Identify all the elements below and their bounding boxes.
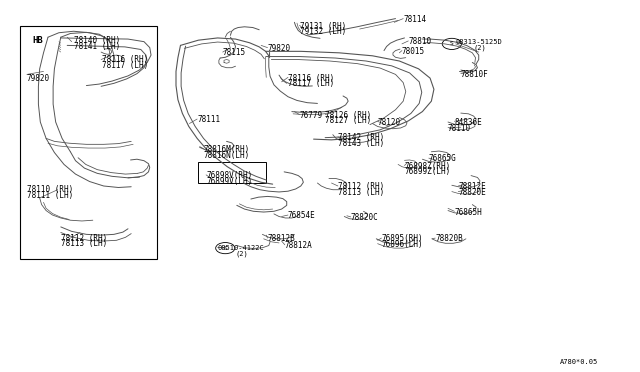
Text: 76896(LH): 76896(LH)	[381, 240, 423, 249]
Text: 78112 (RH): 78112 (RH)	[61, 234, 107, 243]
Text: (2): (2)	[236, 251, 248, 257]
Text: S: S	[223, 246, 227, 251]
Text: 78810F: 78810F	[461, 70, 488, 79]
Text: 78812A: 78812A	[285, 241, 312, 250]
Text: 78117 (LH): 78117 (LH)	[102, 61, 148, 70]
Text: 78812E: 78812E	[458, 182, 486, 191]
Text: 78820B: 78820B	[435, 234, 463, 243]
Text: 78113 (LH): 78113 (LH)	[338, 188, 384, 197]
Text: 79820: 79820	[268, 44, 291, 53]
Text: 78112 (RH): 78112 (RH)	[338, 182, 384, 191]
Text: 78116 (RH): 78116 (RH)	[102, 55, 148, 64]
Text: 79820: 79820	[27, 74, 50, 83]
Text: 78110 (RH): 78110 (RH)	[27, 185, 73, 194]
Text: 78140 (RH): 78140 (RH)	[74, 36, 120, 45]
Text: 78111 (LH): 78111 (LH)	[27, 191, 73, 200]
Text: 76898V(RH): 76898V(RH)	[206, 171, 252, 180]
Text: 76898Z(RH): 76898Z(RH)	[404, 162, 451, 171]
Text: 78015: 78015	[402, 47, 425, 56]
Text: 78113 (LH): 78113 (LH)	[61, 239, 107, 248]
Text: 76865G: 76865G	[429, 154, 456, 163]
Text: 78114: 78114	[403, 15, 426, 24]
Text: 76899Z(LH): 76899Z(LH)	[404, 167, 451, 176]
Text: HB: HB	[32, 36, 43, 45]
Text: A780*0.05: A780*0.05	[560, 359, 598, 365]
Text: 76899V(LH): 76899V(LH)	[206, 177, 252, 186]
Text: 84836E: 84836E	[454, 118, 482, 126]
Text: 08313-5125D: 08313-5125D	[456, 39, 502, 45]
Text: 78127 (LH): 78127 (LH)	[325, 116, 371, 125]
Bar	[20, 26, 157, 259]
Text: 78115: 78115	[223, 48, 246, 57]
Text: S: S	[450, 41, 454, 46]
Text: 78120: 78120	[378, 118, 401, 126]
Text: 78810: 78810	[408, 37, 431, 46]
Text: 78141 (LH): 78141 (LH)	[74, 42, 120, 51]
Text: 78126 (RH): 78126 (RH)	[325, 111, 371, 120]
Text: 78816M(RH): 78816M(RH)	[204, 145, 250, 154]
Text: 78110: 78110	[448, 124, 471, 133]
Text: 76854E: 76854E	[288, 211, 316, 220]
Text: 76865H: 76865H	[454, 208, 482, 217]
Text: 78820C: 78820C	[351, 213, 378, 222]
Text: 78812B: 78812B	[268, 234, 295, 243]
Text: 78143 (LH): 78143 (LH)	[338, 139, 384, 148]
Text: 08510-4122C: 08510-4122C	[218, 245, 264, 251]
Text: 78820E: 78820E	[458, 188, 486, 197]
Text: 79131 (RH): 79131 (RH)	[300, 22, 346, 31]
Text: 78816N(LH): 78816N(LH)	[204, 151, 250, 160]
Text: 79132 (LH): 79132 (LH)	[300, 27, 346, 36]
Text: (2): (2)	[474, 44, 486, 51]
Text: 78117 (LH): 78117 (LH)	[288, 79, 334, 88]
Text: 76779: 76779	[300, 111, 323, 120]
Text: 78142 (RH): 78142 (RH)	[338, 133, 384, 142]
Bar	[198, 162, 266, 183]
Text: 76895(RH): 76895(RH)	[381, 234, 423, 243]
Text: 78111: 78111	[197, 115, 220, 124]
Text: 78116 (RH): 78116 (RH)	[288, 74, 334, 83]
